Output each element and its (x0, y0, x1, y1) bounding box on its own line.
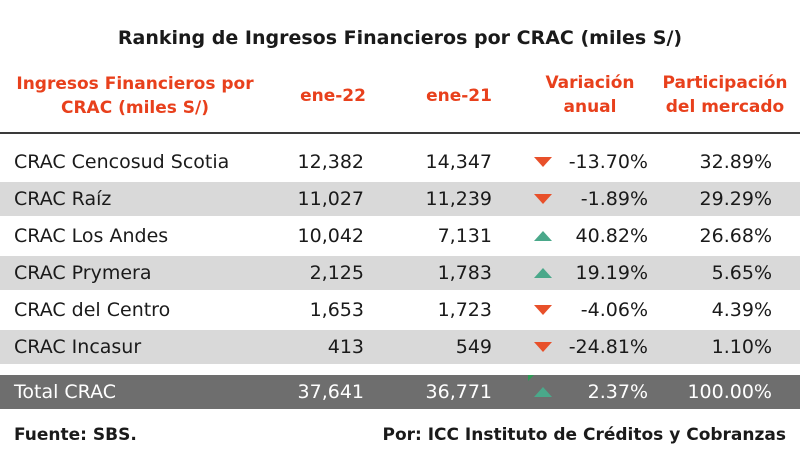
cell-share: 5.65% (711, 262, 772, 284)
table-title: Ranking de Ingresos Financieros por CRAC… (117, 27, 683, 49)
cell-entity: CRAC Cencosud Scotia (14, 151, 230, 173)
header-ene22: ene-22 (300, 86, 366, 106)
header-divider (0, 132, 800, 134)
cell-ene22: 11,027 (297, 188, 364, 210)
cell-ene21: 11,239 (425, 188, 492, 210)
total-row: Total CRAC 37,641 36,771 2.37% 100.00% (0, 375, 800, 409)
cell-variation: -4.06% (580, 299, 648, 321)
table-row: CRAC Cencosud Scotia 12,382 14,347 -13.70% 3… (0, 145, 800, 179)
cell-entity: Total CRAC (14, 381, 117, 403)
cell-ene21: 7,131 (437, 225, 492, 247)
header-ene21: ene-21 (426, 86, 492, 106)
triangle-up-icon (534, 231, 552, 241)
header-concept-line2: CRAC (miles S/) (60, 98, 210, 118)
cell-entity: CRAC Raíz (14, 188, 112, 210)
cell-ene21: 1,723 (437, 299, 492, 321)
cell-marker-icon (528, 375, 534, 381)
cell-variation: 19.19% (575, 262, 648, 284)
cell-variation: -13.70% (568, 151, 648, 173)
header-share-line2: del mercado (665, 97, 785, 117)
cell-ene21: 36,771 (425, 381, 492, 403)
cell-share: 26.68% (699, 225, 772, 247)
cell-entity: CRAC Prymera (14, 262, 152, 284)
cell-ene21: 1,783 (437, 262, 492, 284)
table-row: CRAC del Centro 1,653 1,723 -4.06% 4.39% (0, 293, 800, 327)
cell-ene22: 10,042 (297, 225, 364, 247)
header-variation-line1: Variación (545, 73, 635, 93)
table-header: Ingresos Financieros por CRAC (miles S/)… (0, 60, 800, 134)
header-share: Participación del mercado (650, 71, 800, 119)
triangle-down-icon (534, 305, 552, 315)
cell-share: 32.89% (699, 151, 772, 173)
cell-entity: CRAC Incasur (14, 336, 142, 358)
cell-ene22: 2,125 (309, 262, 364, 284)
cell-entity: CRAC Los Andes (14, 225, 169, 247)
cell-variation: 2.37% (587, 381, 648, 403)
cell-ene22: 1,653 (309, 299, 364, 321)
header-variation: Variación anual (520, 71, 660, 119)
cell-variation: -1.89% (580, 188, 648, 210)
table-row: CRAC Incasur 413 549 -24.81% 1.10% (0, 330, 800, 364)
triangle-up-icon (534, 387, 552, 397)
cell-ene22: 37,641 (297, 381, 364, 403)
cell-share: 29.29% (699, 188, 772, 210)
header-share-line1: Participación (662, 73, 788, 93)
cell-variation: -24.81% (568, 336, 648, 358)
table-row: CRAC Raíz 11,027 11,239 -1.89% 29.29% (0, 182, 800, 216)
triangle-down-icon (534, 342, 552, 352)
header-variation-line2: anual (563, 97, 617, 117)
header-concept: Ingresos Financieros por CRAC (miles S/) (4, 72, 266, 120)
cell-entity: CRAC del Centro (14, 299, 171, 321)
cell-ene22: 413 (327, 336, 364, 358)
cell-share: 100.00% (687, 381, 772, 403)
triangle-up-icon (534, 268, 552, 278)
table-row: CRAC Prymera 2,125 1,783 19.19% 5.65% (0, 256, 800, 290)
table-row: CRAC Los Andes 10,042 7,131 40.82% 26.68% (0, 219, 800, 253)
cell-variation: 40.82% (575, 225, 648, 247)
source-note: Fuente: SBS. (14, 425, 137, 445)
cell-share: 4.39% (711, 299, 772, 321)
cell-ene22: 12,382 (297, 151, 364, 173)
triangle-down-icon (534, 157, 552, 167)
triangle-down-icon (534, 194, 552, 204)
cell-ene21: 549 (455, 336, 492, 358)
cell-ene21: 14,347 (425, 151, 492, 173)
credit-note: Por: ICC Instituto de Créditos y Cobranz… (382, 425, 786, 445)
cell-share: 1.10% (711, 336, 772, 358)
header-concept-line1: Ingresos Financieros por (16, 74, 254, 94)
